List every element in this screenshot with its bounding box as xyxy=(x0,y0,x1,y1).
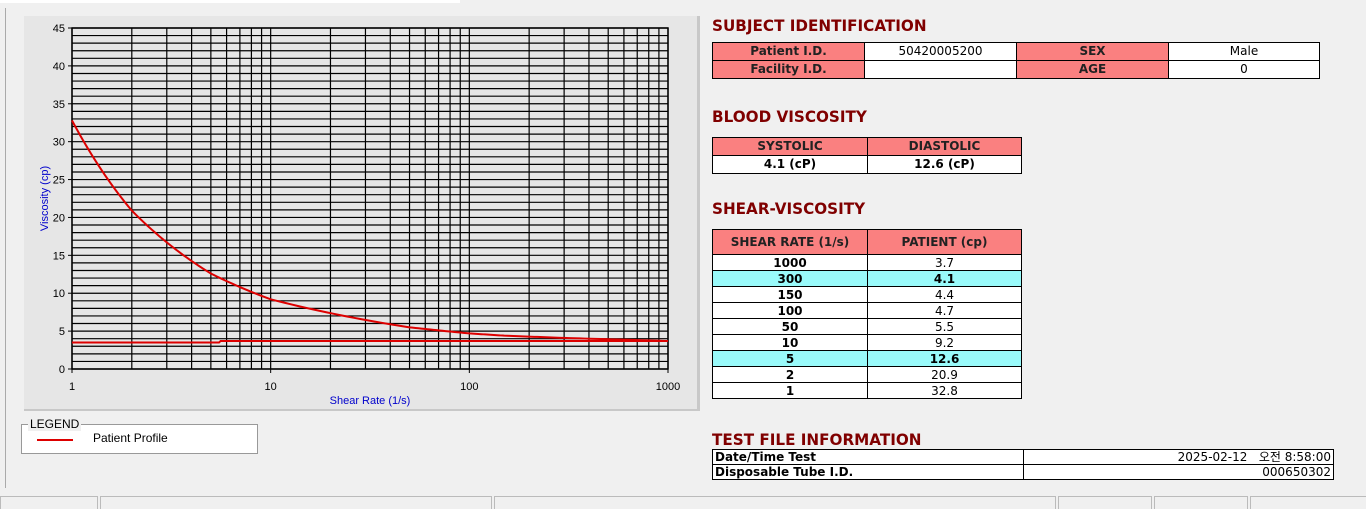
facility-id-label: Facility I.D. xyxy=(712,60,865,79)
shear-rate-cell: 150 xyxy=(712,286,868,303)
shear-title: SHEAR-VISCOSITY xyxy=(712,199,866,218)
shear-rate-cell: 10 xyxy=(712,334,868,351)
y-tick-label: 40 xyxy=(53,61,65,73)
patient-cell: 5.5 xyxy=(867,318,1022,335)
y-tick-label: 45 xyxy=(53,23,65,35)
shear-rate-cell: 1000 xyxy=(712,254,868,271)
patient-header: PATIENT (cp) xyxy=(867,229,1022,255)
y-tick-label: 30 xyxy=(53,137,65,149)
shear-rate-cell: 1 xyxy=(712,382,868,399)
legend-swatch xyxy=(37,439,73,441)
age: 0 xyxy=(1168,60,1320,79)
subject-title: SUBJECT IDENTIFICATION xyxy=(712,16,927,35)
shear-row: 100 4.7 xyxy=(712,302,1022,319)
legend: LEGEND Patient Profile xyxy=(21,417,258,454)
shear-rate-cell: 2 xyxy=(712,366,868,383)
legend-item: Patient Profile xyxy=(93,431,168,445)
tube-value: 000650302 xyxy=(1023,464,1334,480)
status-segment xyxy=(1154,496,1248,509)
status-segment xyxy=(494,496,1056,509)
viscosity-chart: 0 5 10 15 20 25 30 35 40 45 1 10 100 1000 Shear Rate (… xyxy=(39,23,680,407)
patient-cell: 20.9 xyxy=(867,366,1022,383)
patient-id-label: Patient I.D. xyxy=(712,42,865,61)
blood-title: BLOOD VISCOSITY xyxy=(712,107,867,126)
shear-row: 2 20.9 xyxy=(712,366,1022,383)
shear-rate-header: SHEAR RATE (1/s) xyxy=(712,229,868,255)
divider xyxy=(5,8,6,488)
patient-cell: 32.8 xyxy=(867,382,1022,399)
status-segment xyxy=(0,496,98,509)
status-segment xyxy=(100,496,492,509)
series-line-baseline xyxy=(72,339,668,344)
y-axis-label: Viscosity (cp) xyxy=(39,166,51,231)
legend-title: LEGEND xyxy=(28,417,82,431)
datetime-label: Date/Time Test xyxy=(712,449,1024,465)
shear-row: 10 9.2 xyxy=(712,334,1022,351)
facility-id xyxy=(864,60,1017,79)
testfile-table: Date/Time Test 2025-02-12 오전 8:58:00 Dis… xyxy=(712,449,1334,480)
diastolic-label: DIASTOLIC xyxy=(867,137,1022,156)
shear-rate-cell: 5 xyxy=(712,350,868,367)
status-segment xyxy=(1250,496,1366,509)
x-tick-label: 10 xyxy=(265,381,277,393)
systolic-label: SYSTOLIC xyxy=(712,137,868,156)
sex-label: SEX xyxy=(1016,42,1169,61)
patient-cell: 9.2 xyxy=(867,334,1022,351)
y-tick-label: 10 xyxy=(53,288,65,300)
sex: Male xyxy=(1168,42,1320,61)
shear-row: 50 5.5 xyxy=(712,318,1022,335)
blood-table: SYSTOLIC DIASTOLIC 4.1 (cP) 12.6 (cP) xyxy=(712,137,1022,174)
plot-area xyxy=(71,27,669,370)
y-tick-label: 25 xyxy=(53,175,65,187)
age-label: AGE xyxy=(1016,60,1169,79)
tube-label: Disposable Tube I.D. xyxy=(712,464,1024,480)
patient-id: 50420005200 xyxy=(864,42,1017,61)
shear-rate-cell: 100 xyxy=(712,302,868,319)
shear-row: 1000 3.7 xyxy=(712,254,1022,271)
y-tick-label: 35 xyxy=(53,99,65,111)
y-tick-label: 5 xyxy=(59,326,65,338)
x-tick-label: 1000 xyxy=(656,381,680,393)
shear-row: 5 12.6 xyxy=(712,350,1022,367)
shear-table: SHEAR RATE (1/s) PATIENT (cp) 1000 3.7 300… xyxy=(712,229,1022,399)
testfile-title: TEST FILE INFORMATION xyxy=(712,430,922,449)
shear-rate-cell: 300 xyxy=(712,270,868,287)
patient-cell: 12.6 xyxy=(867,350,1022,367)
x-tick-label: 1 xyxy=(69,381,75,393)
x-axis-label: Shear Rate (1/s) xyxy=(330,395,411,407)
patient-cell: 4.1 xyxy=(867,270,1022,287)
y-tick-label: 20 xyxy=(53,212,65,224)
shear-row: 300 4.1 xyxy=(712,270,1022,287)
y-tick-label: 0 xyxy=(59,364,65,376)
subject-table: Patient I.D. 50420005200 SEX Male Facili… xyxy=(712,42,1320,79)
shear-row: 1 32.8 xyxy=(712,382,1022,399)
status-segment xyxy=(1058,496,1152,509)
patient-cell: 4.7 xyxy=(867,302,1022,319)
systolic-value: 4.1 (cP) xyxy=(712,155,868,174)
diastolic-value: 12.6 (cP) xyxy=(867,155,1022,174)
series-line-patient-profile xyxy=(71,119,669,342)
shear-rate-cell: 50 xyxy=(712,318,868,335)
x-tick-label: 100 xyxy=(460,381,478,393)
patient-cell: 4.4 xyxy=(867,286,1022,303)
shear-row: 150 4.4 xyxy=(712,286,1022,303)
datetime-value: 2025-02-12 오전 8:58:00 xyxy=(1023,449,1334,465)
patient-cell: 3.7 xyxy=(867,254,1022,271)
y-tick-label: 15 xyxy=(53,250,65,262)
top-edge xyxy=(0,0,460,3)
